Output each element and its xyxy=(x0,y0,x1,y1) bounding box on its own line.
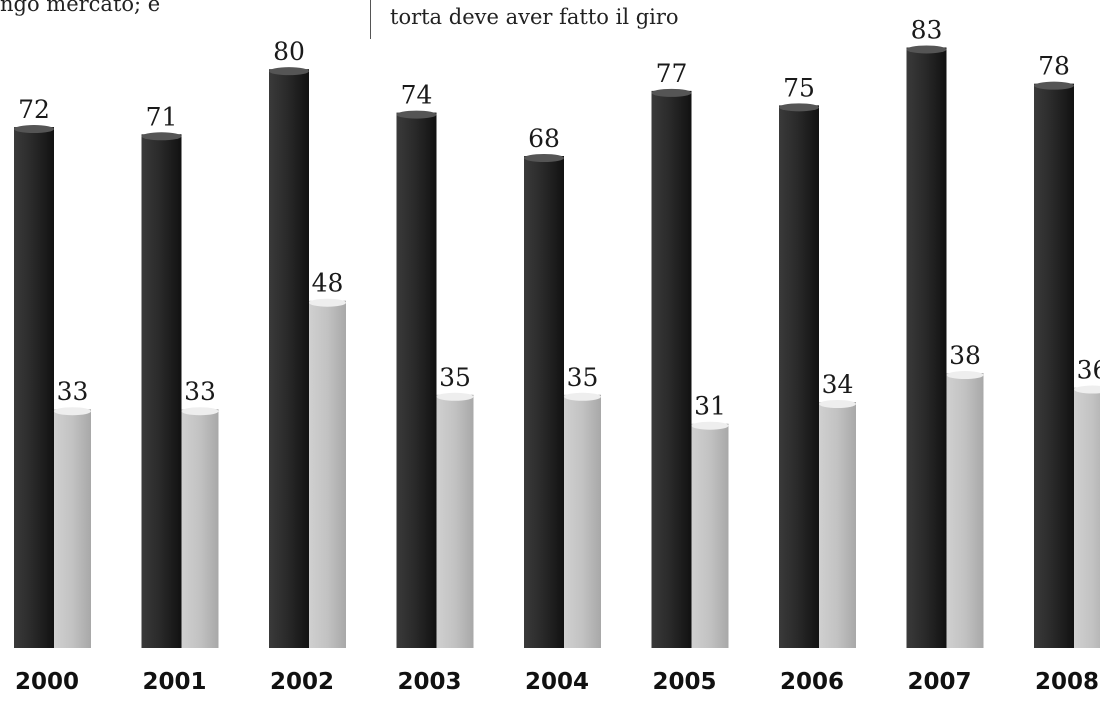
data-label-2003-series-1: 74 xyxy=(401,81,433,110)
bar-cap-2005-series-2 xyxy=(691,421,729,430)
x-tick-label-2003: 2003 xyxy=(397,669,461,695)
text-fragment-left: ngo mercato; e xyxy=(0,0,161,16)
bar-2000-series-1 xyxy=(14,127,54,648)
data-label-2001-series-2: 33 xyxy=(184,377,216,406)
bar-2002-series-2 xyxy=(309,300,346,648)
bar-2000-series-2 xyxy=(54,409,91,648)
bar-cap-2002-series-2 xyxy=(309,298,346,307)
bar-2001-series-1 xyxy=(141,134,182,648)
bar-2003-series-1 xyxy=(396,112,437,648)
bar-2008-series-1 xyxy=(1034,83,1074,649)
data-label-2000-series-2: 33 xyxy=(57,377,89,406)
data-label-2005-series-2: 31 xyxy=(694,392,726,421)
data-label-2001-series-1: 71 xyxy=(146,102,178,131)
x-tick-label-2007: 2007 xyxy=(907,669,971,695)
bar-cap-2008-series-2 xyxy=(1074,385,1100,394)
data-label-2004-series-1: 68 xyxy=(528,124,560,153)
bar-2008-series-2 xyxy=(1074,387,1100,648)
x-tick-label-2008: 2008 xyxy=(1035,669,1099,695)
x-tick-label-2006: 2006 xyxy=(780,669,844,695)
data-label-2004-series-2: 35 xyxy=(567,363,599,392)
data-label-2008-series-1: 78 xyxy=(1038,52,1070,81)
data-label-2007-series-2: 38 xyxy=(949,341,981,370)
data-label-2002-series-1: 80 xyxy=(273,37,305,66)
bar-2006-series-1 xyxy=(779,105,819,648)
data-label-2006-series-1: 75 xyxy=(783,73,815,102)
x-tick-label-2005: 2005 xyxy=(652,669,716,695)
data-label-2005-series-1: 77 xyxy=(656,59,688,88)
bar-cap-2001-series-1 xyxy=(141,132,182,141)
bar-cap-2004-series-1 xyxy=(524,154,564,162)
bar-2001-series-2 xyxy=(181,409,219,648)
bar-cap-2000-series-1 xyxy=(14,125,54,134)
bar-2007-series-2 xyxy=(946,373,984,648)
data-label-2006-series-2: 34 xyxy=(822,370,854,399)
x-tick-label-2000: 2000 xyxy=(15,669,79,695)
data-label-2008-series-2: 36 xyxy=(1077,356,1100,385)
bar-cap-2006-series-1 xyxy=(779,103,819,112)
data-label-2007-series-1: 83 xyxy=(911,15,943,44)
bar-2007-series-1 xyxy=(906,47,947,649)
bar-cap-2006-series-2 xyxy=(819,400,856,408)
bar-cap-2003-series-2 xyxy=(436,392,474,401)
data-label-2000-series-1: 72 xyxy=(18,95,50,124)
bar-2006-series-2 xyxy=(819,402,856,648)
bar-2003-series-2 xyxy=(436,394,474,648)
bar-cap-2008-series-1 xyxy=(1034,81,1074,90)
bar-2004-series-1 xyxy=(524,156,564,648)
bar-cap-2003-series-1 xyxy=(396,110,437,119)
bar-cap-2002-series-1 xyxy=(269,67,309,76)
bar-cap-2001-series-2 xyxy=(181,407,219,416)
data-label-2002-series-2: 48 xyxy=(312,269,344,298)
bar-cap-2007-series-2 xyxy=(946,371,984,380)
x-tick-label-2002: 2002 xyxy=(270,669,334,695)
bar-2005-series-1 xyxy=(651,90,692,649)
x-tick-label-2004: 2004 xyxy=(525,669,589,695)
bar-2005-series-2 xyxy=(691,423,729,648)
bar-cap-2000-series-2 xyxy=(54,407,91,416)
bar-cap-2005-series-1 xyxy=(651,88,692,97)
bar-2002-series-1 xyxy=(269,69,309,649)
text-fragment-right: torta deve aver fatto il giro xyxy=(390,5,679,29)
bar-2004-series-2 xyxy=(564,394,601,648)
bar-cap-2007-series-1 xyxy=(906,45,947,54)
data-label-2003-series-2: 35 xyxy=(439,363,471,392)
bar-cap-2004-series-2 xyxy=(564,392,601,401)
column-divider xyxy=(370,0,371,39)
x-tick-label-2001: 2001 xyxy=(142,669,206,695)
